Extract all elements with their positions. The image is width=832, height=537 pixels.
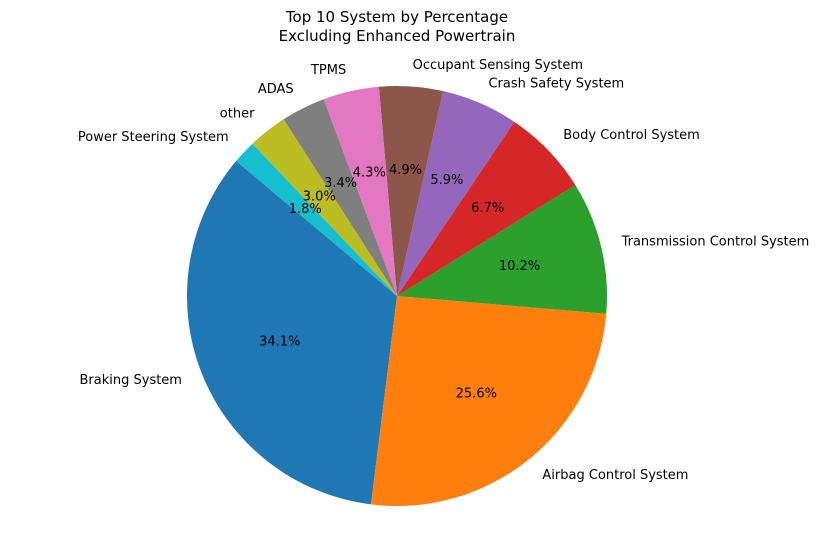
slice-label: Braking System [80, 373, 182, 388]
slice-label: Transmission Control System [621, 235, 810, 250]
pie-slice-transmission-control-system [397, 185, 607, 314]
chart-title: Top 10 System by Percentage [285, 8, 508, 26]
pie-slice-power-steering-system [236, 143, 397, 296]
slice-label: Occupant Sensing System [413, 58, 583, 73]
pie-slices [187, 86, 607, 506]
slice-percent-label: 3.4% [324, 176, 357, 191]
slice-labels: Braking System Airbag Control System Trans… [78, 58, 809, 483]
slice-percent-label: 5.9% [430, 173, 463, 188]
slice-percent-label: 6.7% [471, 201, 504, 216]
slice-percent-label: 4.3% [353, 166, 386, 181]
pie-slice-airbag-control-system [370, 296, 607, 506]
slice-label: Power Steering System [78, 130, 229, 145]
slice-label: Crash Safety System [488, 76, 624, 91]
slice-label: other [220, 107, 255, 122]
slice-percent-label: 4.9% [389, 163, 422, 178]
slice-label: TPMS [310, 63, 346, 78]
pie-slice-braking-system [187, 161, 397, 505]
slice-percent-label: 25.6% [456, 386, 497, 401]
chart-subtitle: Excluding Enhanced Powertrain [279, 27, 516, 45]
pie-slice-body-control-system [397, 121, 576, 297]
pie-slice-other [252, 119, 397, 296]
pie-slice-occupant-sensing-system [378, 86, 444, 296]
slice-label: Airbag Control System [542, 468, 688, 483]
slice-label: Body Control System [563, 128, 700, 143]
slice-percent-label: 34.1% [259, 335, 300, 350]
pie-slice-crash-safety-system [397, 91, 515, 296]
slice-percent-label: 3.0% [303, 189, 336, 204]
pie-slice-tpms [323, 86, 397, 296]
pie-slice-adas [283, 99, 397, 296]
slice-label: ADAS [258, 82, 294, 97]
slice-percent-label: 10.2% [499, 259, 540, 274]
percent-labels: 34.1% 25.6% 10.2% 6.7% 5.9% 4.9%4.3%3.4%3.0%1… [259, 163, 540, 402]
slice-percent-label: 1.8% [289, 202, 322, 217]
